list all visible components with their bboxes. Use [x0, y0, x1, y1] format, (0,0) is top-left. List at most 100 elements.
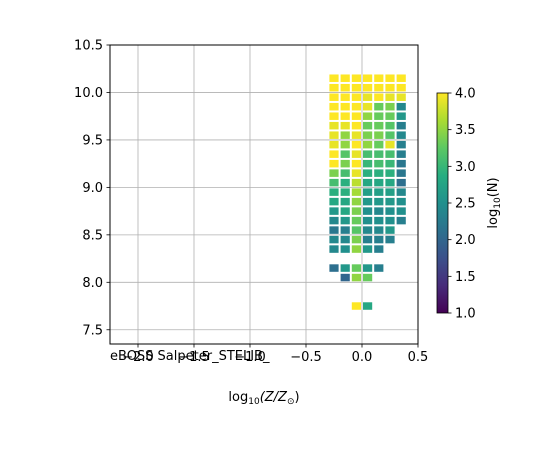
colorbar-tick-label: 1.0 — [455, 307, 476, 322]
heatmap-cell — [374, 112, 384, 120]
heatmap-cell — [396, 93, 406, 101]
heatmap-cell — [374, 207, 384, 215]
heatmap-cell — [374, 74, 384, 82]
heatmap-cell — [363, 169, 373, 177]
y-tick-label: 9.0 — [82, 181, 103, 196]
heatmap-cell — [396, 102, 406, 111]
heatmap-cell — [351, 226, 361, 234]
heatmap-cell — [385, 74, 395, 82]
heatmap-cell — [374, 150, 384, 158]
heatmap-cell — [374, 102, 384, 111]
heatmap-cell — [329, 178, 339, 187]
heatmap-cell — [396, 121, 406, 130]
heatmap-cell — [374, 121, 384, 130]
heatmap-cell — [329, 159, 339, 168]
heatmap-cell — [385, 226, 395, 234]
heatmap-cell — [340, 83, 350, 92]
heatmap-cell — [351, 83, 361, 92]
heatmap-cell — [363, 150, 373, 158]
heatmap-cell — [396, 83, 406, 92]
heatmap-cell — [329, 112, 339, 120]
heatmap-cell — [363, 140, 373, 149]
heatmap-cell — [363, 207, 373, 215]
heatmap-cell — [396, 159, 406, 168]
x-axis-label-rest: (Z/Z — [260, 390, 288, 405]
heatmap-cell — [363, 264, 373, 272]
heatmap-cell — [329, 140, 339, 149]
x-tick-label: 0.5 — [408, 350, 429, 365]
heatmap-cell — [374, 226, 384, 234]
heatmap-cell — [351, 264, 361, 272]
heatmap-cell — [396, 150, 406, 158]
heatmap-cell — [351, 112, 361, 120]
heatmap-cell — [351, 150, 361, 158]
heatmap-cell — [340, 226, 350, 234]
heatmap-cell — [351, 74, 361, 82]
heatmap-cell — [340, 74, 350, 82]
heatmap-cell — [351, 121, 361, 130]
heatmap-cell — [340, 112, 350, 120]
heatmap-cell — [363, 74, 373, 82]
heatmap-cell — [374, 159, 384, 168]
y-axis-ticks: 7.5 8.0 8.5 9.0 9.5 10.0 10.5 — [74, 39, 110, 338]
dataset-annotation: eBOSS Salpeter_STELIB_ — [110, 349, 270, 364]
heatmap-cell — [385, 112, 395, 120]
heatmap-cell — [340, 188, 350, 196]
heatmap-cell — [340, 178, 350, 187]
y-tick-label: 10.5 — [74, 39, 103, 54]
heatmap-cell — [374, 188, 384, 196]
heatmap-cell — [351, 197, 361, 206]
heatmap-cell — [329, 93, 339, 101]
heatmap-cell — [374, 264, 384, 272]
heatmap-cell — [396, 112, 406, 120]
heatmap-cell — [396, 178, 406, 187]
y-tick-label: 8.0 — [82, 276, 103, 291]
heatmap-cell — [363, 83, 373, 92]
heatmap-cell — [351, 235, 361, 244]
colorbar-label-sub: 10 — [493, 197, 503, 209]
heatmap-cell — [385, 150, 395, 158]
plot-area-frame — [109, 44, 419, 345]
heatmap-cell — [363, 302, 373, 310]
heatmap-cell — [385, 159, 395, 168]
heatmap-cell — [351, 169, 361, 177]
heatmap-cell — [340, 235, 350, 244]
heatmap-cell — [363, 197, 373, 206]
heatmap-cell — [396, 169, 406, 177]
heatmap-cell — [363, 226, 373, 234]
x-axis-ticks: −2.0 −1.5 −1.0 −0.5 0.0 0.5 — [122, 344, 428, 365]
colorbar-tick-label: 3.5 — [455, 123, 476, 138]
heatmap-cell — [363, 188, 373, 196]
heatmap-cell — [385, 93, 395, 101]
colorbar-tick-label: 3.0 — [455, 160, 476, 175]
colorbar-label: log10(N) — [486, 177, 503, 228]
heatmap-cell — [385, 235, 395, 244]
heatmap-cell — [374, 140, 384, 149]
x-tick-label: 0.0 — [352, 350, 373, 365]
heatmap-cell — [385, 131, 395, 139]
heatmap-cell — [329, 264, 339, 272]
colorbar-tick-label: 2.5 — [455, 197, 476, 212]
heatmap-cell — [340, 207, 350, 215]
heatmap-cell — [329, 226, 339, 234]
heatmap-cell — [340, 159, 350, 168]
heatmap-cell — [374, 83, 384, 92]
heatmap-cell — [363, 112, 373, 120]
y-tick-label: 9.5 — [82, 133, 103, 148]
y-tick-label: 10.0 — [74, 86, 103, 101]
heatmap-cell — [374, 169, 384, 177]
heatmap-cell — [351, 302, 361, 310]
heatmap-cell — [340, 245, 350, 253]
heatmap-cell — [385, 178, 395, 187]
x-tick-label: −0.5 — [290, 350, 322, 365]
heatmap-cell — [351, 159, 361, 168]
y-tick-label: 8.5 — [82, 228, 103, 243]
x-tick-label: −1.0 — [234, 350, 266, 365]
heatmap-cell — [374, 131, 384, 139]
colorbar — [436, 92, 449, 314]
x-tick-label: −2.0 — [122, 350, 154, 365]
heatmap-cell — [329, 102, 339, 111]
colorbar-ticks: 1.0 1.5 2.0 2.5 3.0 3.5 4.0 — [448, 87, 476, 322]
heatmap-cell — [385, 83, 395, 92]
